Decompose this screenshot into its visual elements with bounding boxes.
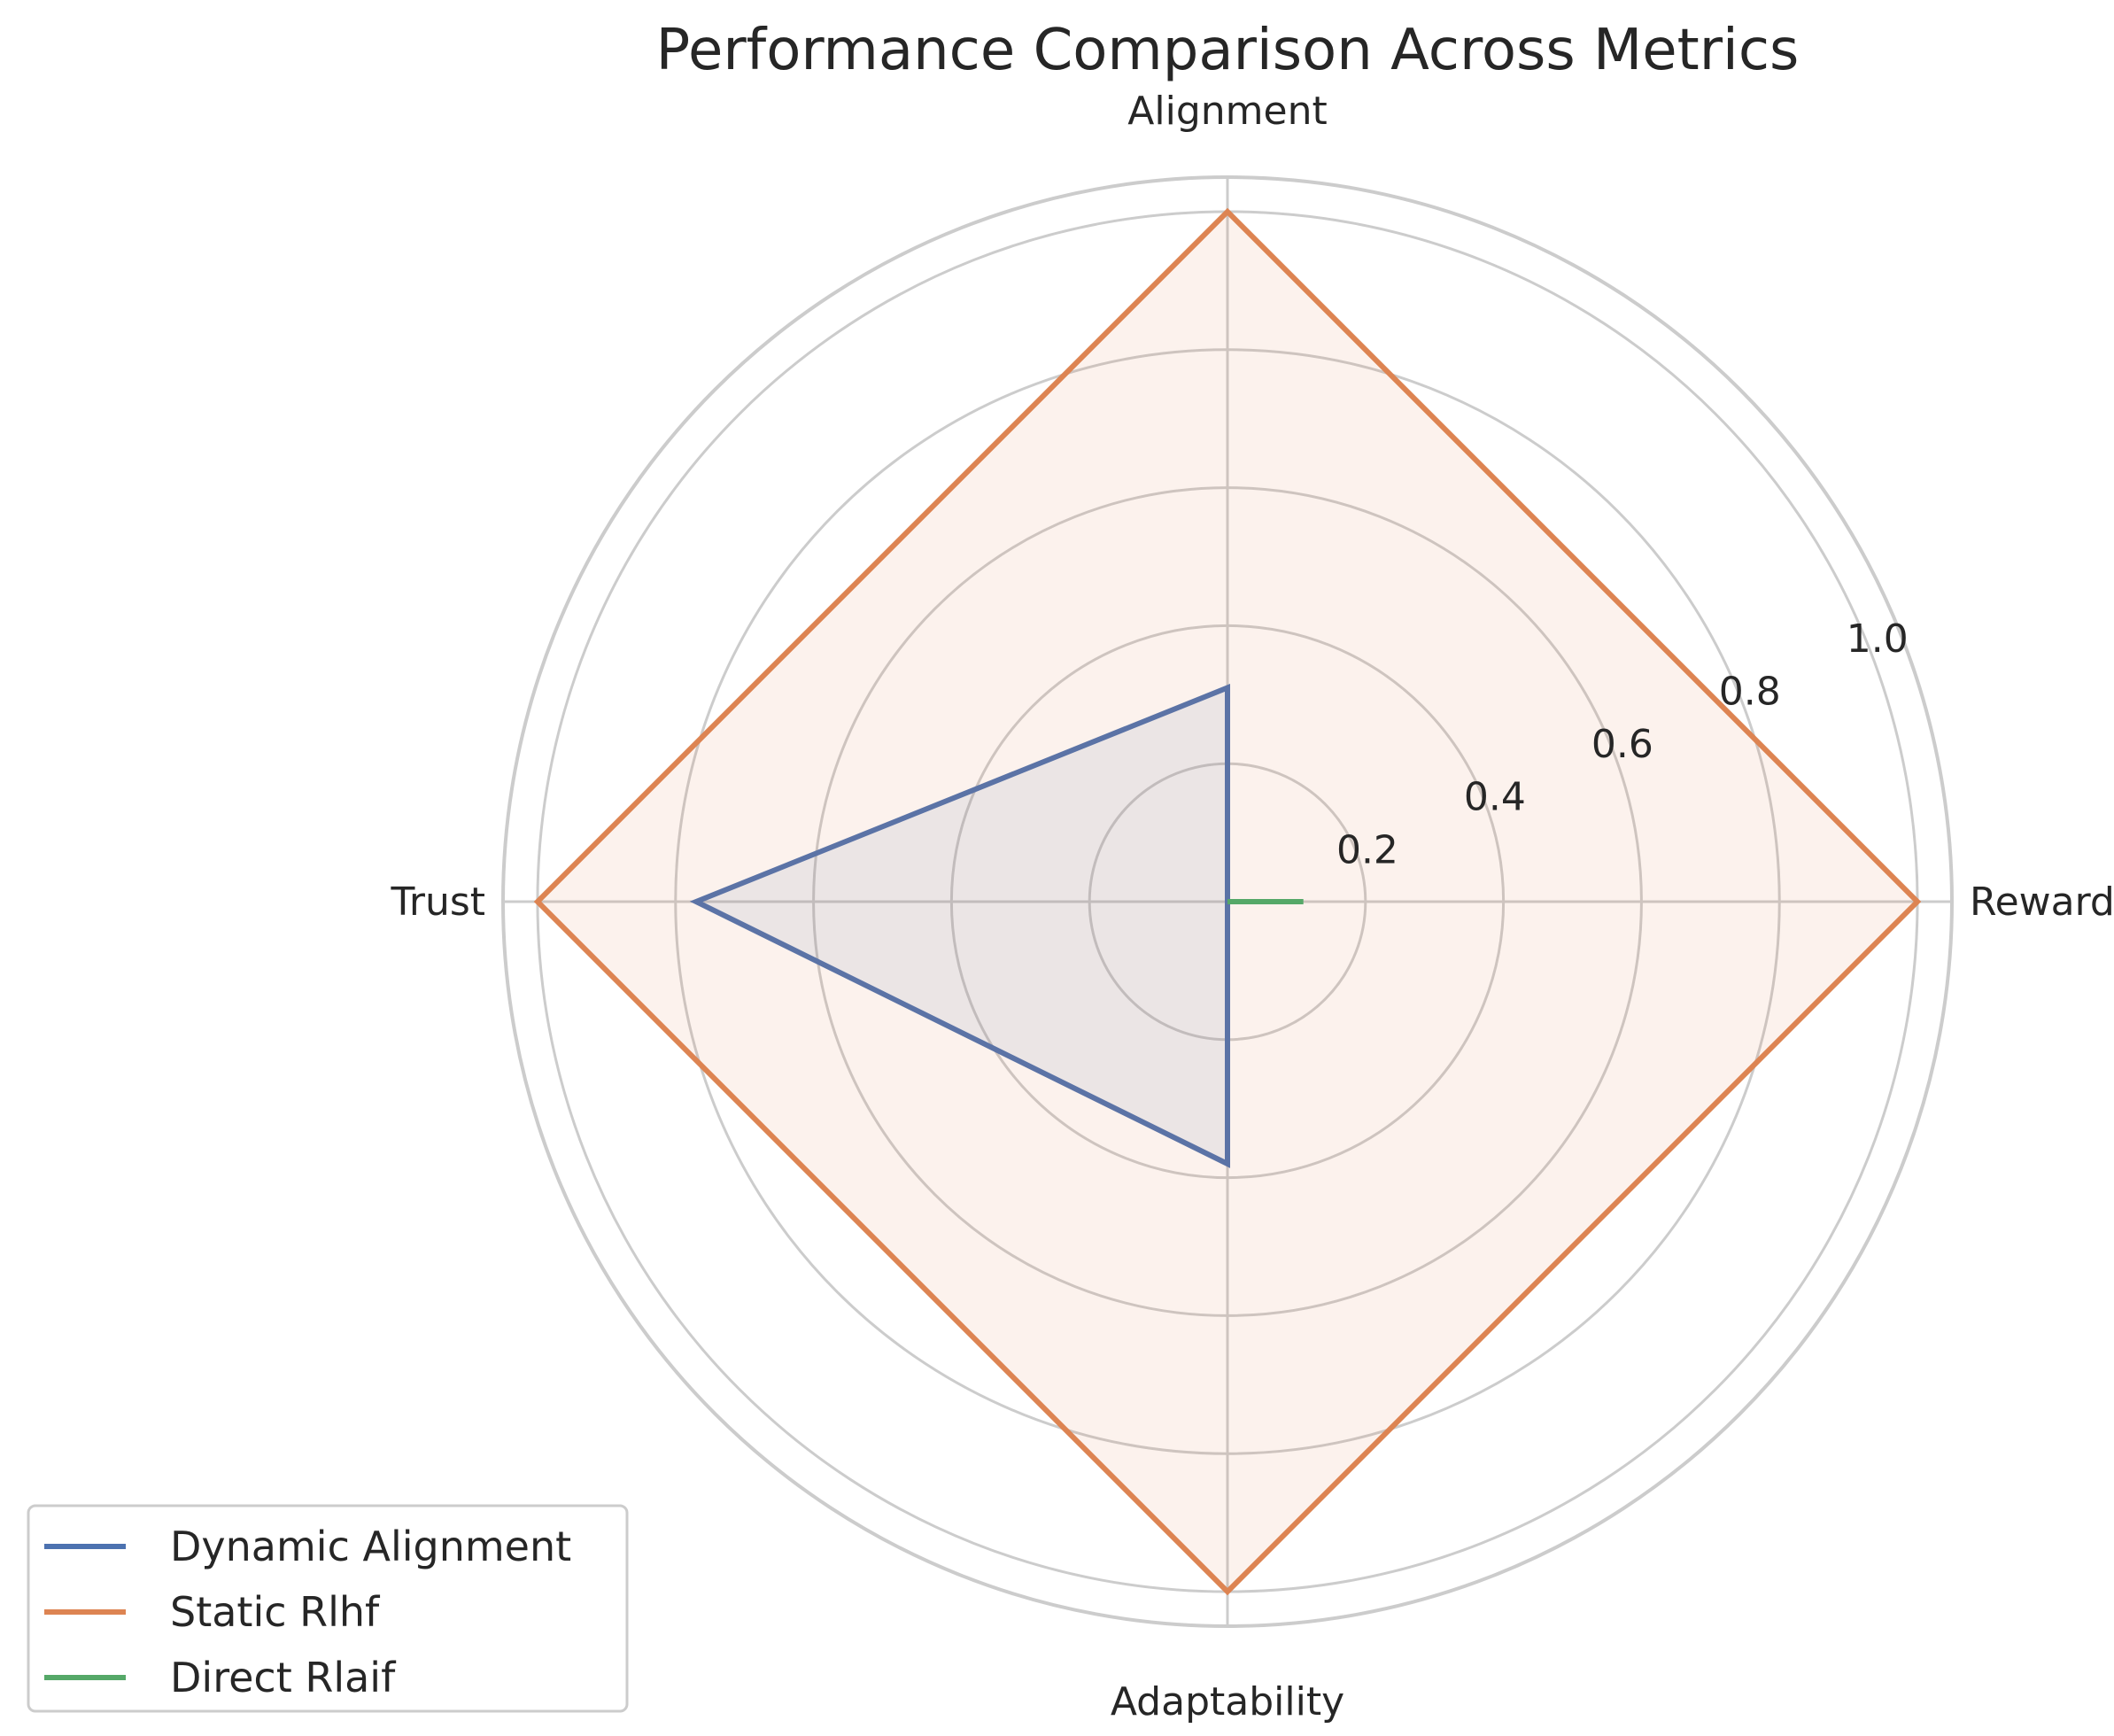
radar-series (533, 207, 1922, 1596)
axis-label-reward: Reward (1970, 880, 2114, 925)
tick-label: 0.6 (1591, 722, 1653, 767)
legend-label-dynamic-alignment: Dynamic Alignment (170, 1523, 571, 1570)
series-fill-dynamic-alignment (696, 687, 1227, 1164)
series-line-static-rlhf (533, 207, 1922, 1596)
legend: Dynamic Alignment Static Rlhf Direct Rlaif (27, 1504, 629, 1713)
radial-tick-labels: 0.2 0.4 0.6 0.8 1.0 (1336, 616, 1909, 873)
axis-label-adaptability: Adaptability (1111, 1679, 1344, 1724)
chart-title: Performance Comparison Across Metrics (656, 18, 1800, 83)
axis-label-alignment: Alignment (1127, 89, 1327, 134)
tick-label: 1.0 (1847, 616, 1909, 662)
tick-label: 0.8 (1719, 669, 1781, 714)
axis-labels: Reward Alignment Trust Adaptability (390, 89, 2114, 1724)
axis-label-trust: Trust (390, 880, 485, 925)
legend-box (27, 1504, 629, 1713)
legend-label-direct-rlaif: Direct Rlaif (170, 1654, 397, 1701)
tick-label: 0.2 (1336, 827, 1398, 872)
series-line-dynamic-alignment (689, 684, 1230, 1168)
legend-label-static-rlhf: Static Rlhf (170, 1588, 381, 1636)
tick-label: 0.4 (1464, 775, 1526, 820)
